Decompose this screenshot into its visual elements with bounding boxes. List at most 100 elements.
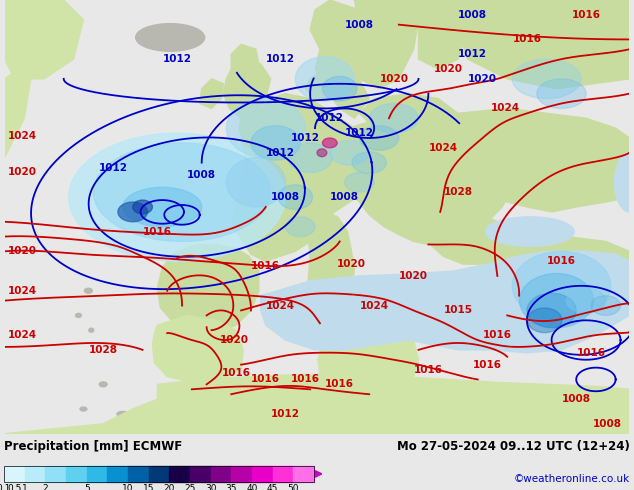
Text: 1020: 1020 [399, 271, 428, 281]
Text: 1016: 1016 [483, 330, 512, 340]
Text: 1020: 1020 [8, 168, 37, 177]
Polygon shape [482, 237, 630, 300]
Ellipse shape [118, 202, 148, 222]
Polygon shape [359, 94, 458, 133]
Bar [66, 466, 87, 482]
Polygon shape [261, 251, 630, 353]
Ellipse shape [323, 76, 357, 101]
Text: 1016: 1016 [251, 261, 280, 271]
Text: Mo 27-05-2024 09..12 UTC (12+24): Mo 27-05-2024 09..12 UTC (12+24) [397, 440, 630, 453]
Bar [231, 466, 252, 482]
Text: 15: 15 [143, 484, 155, 490]
Ellipse shape [591, 295, 621, 316]
Text: 1024: 1024 [8, 131, 37, 141]
Ellipse shape [369, 103, 418, 133]
Text: 25: 25 [184, 484, 196, 490]
Polygon shape [4, 374, 630, 434]
Text: 1020: 1020 [8, 246, 37, 256]
Text: 1020: 1020 [434, 64, 463, 74]
Text: 1012: 1012 [290, 133, 320, 143]
Text: Precipitation [mm] ECMWF: Precipitation [mm] ECMWF [4, 440, 182, 453]
Ellipse shape [537, 79, 586, 108]
Text: 2: 2 [42, 484, 48, 490]
Text: 1016: 1016 [572, 10, 600, 20]
Bar [128, 466, 148, 482]
Ellipse shape [84, 288, 93, 293]
Text: 1: 1 [22, 484, 27, 490]
Text: 35: 35 [226, 484, 237, 490]
Ellipse shape [512, 59, 581, 98]
Polygon shape [318, 330, 418, 386]
Text: 1015: 1015 [443, 305, 472, 316]
Polygon shape [399, 0, 468, 69]
Text: 50: 50 [288, 484, 299, 490]
Ellipse shape [345, 172, 374, 192]
Text: 1016: 1016 [143, 226, 172, 237]
Text: 1008: 1008 [330, 192, 359, 202]
Text: 1024: 1024 [359, 300, 389, 311]
Polygon shape [345, 113, 517, 245]
Ellipse shape [614, 153, 634, 212]
Ellipse shape [285, 217, 315, 237]
Polygon shape [4, 59, 34, 158]
Text: 1024: 1024 [429, 143, 458, 153]
Bar [169, 466, 190, 482]
Ellipse shape [226, 158, 285, 207]
Text: 1008: 1008 [458, 10, 487, 20]
Text: 1016: 1016 [251, 374, 280, 385]
Text: 1016: 1016 [222, 368, 250, 377]
Bar [4, 466, 25, 482]
Text: 1012: 1012 [345, 128, 374, 138]
Text: 1016: 1016 [290, 374, 320, 385]
Polygon shape [152, 316, 243, 382]
Text: 1008: 1008 [187, 171, 216, 180]
Text: 1016: 1016 [414, 365, 443, 374]
Text: 1012: 1012 [271, 409, 300, 419]
Ellipse shape [251, 125, 301, 160]
Text: 5: 5 [84, 484, 89, 490]
Bar [273, 466, 294, 482]
Text: 1008: 1008 [562, 394, 591, 404]
Ellipse shape [486, 217, 574, 246]
Polygon shape [223, 59, 271, 118]
Polygon shape [157, 245, 259, 333]
Bar [190, 466, 210, 482]
Text: 0.5: 0.5 [7, 484, 22, 490]
Ellipse shape [80, 407, 87, 411]
Ellipse shape [527, 308, 562, 333]
Text: 1016: 1016 [512, 34, 541, 45]
Polygon shape [305, 212, 354, 335]
Ellipse shape [317, 149, 327, 157]
Text: 0.1: 0.1 [0, 484, 11, 490]
Ellipse shape [527, 293, 576, 328]
Ellipse shape [330, 141, 369, 165]
Text: 1020: 1020 [220, 335, 249, 345]
Bar [46, 466, 66, 482]
Text: 1008: 1008 [593, 419, 622, 429]
Text: 30: 30 [205, 484, 216, 490]
Bar [294, 466, 314, 482]
Ellipse shape [68, 133, 285, 261]
Text: 1008: 1008 [271, 192, 300, 202]
Ellipse shape [136, 24, 205, 51]
Ellipse shape [117, 412, 129, 416]
Text: 1012: 1012 [266, 148, 295, 158]
Ellipse shape [75, 314, 81, 318]
Text: 1012: 1012 [266, 54, 295, 64]
Ellipse shape [519, 273, 593, 328]
Polygon shape [4, 0, 84, 79]
Text: ©weatheronline.co.uk: ©weatheronline.co.uk [514, 474, 630, 484]
Polygon shape [427, 212, 512, 264]
Text: 1024: 1024 [8, 330, 37, 340]
Ellipse shape [133, 200, 152, 214]
Text: 1024: 1024 [266, 300, 295, 311]
Bar [4, 466, 314, 482]
Polygon shape [448, 0, 630, 89]
Text: 40: 40 [247, 484, 257, 490]
Ellipse shape [148, 421, 157, 426]
Text: 20: 20 [164, 484, 175, 490]
Text: 45: 45 [267, 484, 278, 490]
Bar [87, 466, 107, 482]
Polygon shape [448, 108, 630, 212]
Ellipse shape [89, 328, 94, 332]
